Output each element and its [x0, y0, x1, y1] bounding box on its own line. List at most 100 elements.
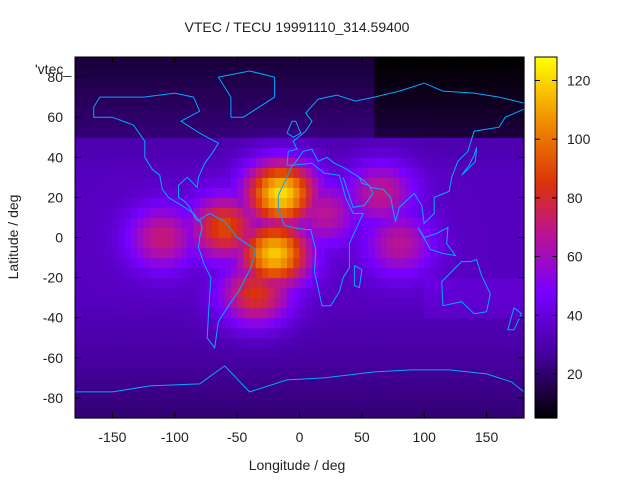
heatmap-cell — [249, 187, 257, 198]
heatmap-cell — [262, 227, 269, 239]
heatmap-cell — [162, 247, 170, 259]
heatmap-cell — [237, 277, 244, 289]
heatmap-cell — [287, 367, 294, 379]
heatmap-cell — [249, 397, 257, 409]
heatmap-cell — [118, 107, 126, 118]
heatmap-cell — [112, 337, 120, 349]
heatmap-cell — [486, 67, 494, 78]
heatmap-cell — [249, 317, 257, 329]
heatmap-cell — [280, 307, 288, 319]
heatmap-cell — [499, 57, 506, 68]
heatmap-cell — [168, 247, 176, 259]
heatmap-cell — [417, 77, 425, 88]
heatmap-cell — [424, 197, 432, 209]
heatmap-cell — [143, 327, 151, 339]
heatmap-cell — [361, 147, 369, 158]
heatmap-cell — [93, 287, 101, 299]
heatmap-cell — [212, 187, 220, 198]
heatmap-cell — [212, 167, 220, 178]
heatmap-cell — [262, 207, 269, 219]
heatmap-cell — [293, 87, 301, 98]
heatmap-cell — [411, 317, 419, 329]
heatmap-cell — [305, 267, 313, 279]
heatmap-cell — [393, 247, 400, 259]
heatmap-cell — [311, 127, 319, 138]
heatmap-cell — [411, 297, 419, 309]
heatmap-cell — [106, 307, 114, 319]
heatmap-cell — [330, 287, 338, 299]
heatmap-cell — [81, 57, 89, 68]
heatmap-cell — [149, 387, 157, 399]
heatmap-cell — [237, 97, 244, 108]
heatmap-cell — [368, 107, 375, 118]
heatmap-cell — [399, 257, 407, 269]
colorbar-cell — [535, 192, 557, 196]
heatmap-cell — [492, 177, 500, 188]
heatmap-cell — [137, 397, 145, 409]
heatmap-cell — [187, 347, 195, 359]
heatmap-cell — [417, 87, 425, 98]
heatmap-cell — [399, 117, 407, 128]
heatmap-cell — [287, 327, 294, 339]
heatmap-cell — [368, 87, 375, 98]
heatmap-cell — [492, 277, 500, 289]
heatmap-cell — [81, 347, 89, 359]
heatmap-cell — [118, 97, 126, 108]
heatmap-cell — [99, 307, 107, 319]
heatmap-cell — [492, 257, 500, 269]
heatmap-cell — [230, 57, 238, 68]
heatmap-cell — [305, 57, 313, 68]
heatmap-cell — [442, 407, 450, 419]
heatmap-cell — [143, 107, 151, 118]
heatmap-cell — [430, 307, 438, 319]
heatmap-cell — [474, 77, 481, 88]
heatmap-cell — [305, 217, 313, 229]
heatmap-cell — [218, 287, 226, 299]
heatmap-cell — [517, 177, 525, 188]
heatmap-cell — [311, 227, 319, 239]
heatmap-cell — [137, 157, 145, 168]
heatmap-cell — [131, 77, 138, 88]
heatmap-cell — [393, 147, 400, 158]
heatmap-cell — [355, 67, 363, 78]
heatmap-cell — [81, 77, 89, 88]
colorbar-cell — [535, 279, 557, 284]
heatmap-cell — [505, 197, 513, 209]
heatmap-cell — [324, 307, 332, 319]
heatmap-cell — [205, 267, 213, 279]
heatmap-cell — [280, 337, 288, 349]
heatmap-cell — [374, 217, 382, 229]
heatmap-cell — [99, 237, 107, 249]
heatmap-cell — [193, 297, 201, 309]
heatmap-cell — [411, 397, 419, 409]
heatmap-cell — [293, 307, 301, 319]
heatmap-cell — [205, 387, 213, 399]
heatmap-cell — [480, 137, 488, 148]
heatmap-cell — [393, 87, 400, 98]
heatmap-cell — [424, 367, 432, 379]
heatmap-cell — [311, 267, 319, 279]
heatmap-cell — [467, 207, 475, 219]
heatmap-cell — [280, 187, 288, 198]
heatmap-cell — [436, 397, 444, 409]
heatmap-cell — [424, 277, 432, 289]
heatmap-cell — [393, 267, 400, 279]
heatmap-cell — [199, 337, 207, 349]
heatmap-cell — [255, 357, 263, 369]
heatmap-cell — [436, 87, 444, 98]
heatmap-cell — [143, 77, 151, 88]
heatmap-cell — [299, 107, 307, 118]
heatmap-cell — [287, 377, 294, 389]
heatmap-cell — [205, 147, 213, 158]
heatmap-cell — [249, 157, 257, 168]
heatmap-cell — [336, 377, 344, 389]
heatmap-cell — [112, 57, 120, 68]
heatmap-cell — [424, 207, 432, 219]
heatmap-cell — [118, 407, 126, 419]
heatmap-cell — [218, 87, 226, 98]
heatmap-cell — [511, 327, 519, 339]
heatmap-cell — [399, 387, 407, 399]
heatmap-cell — [417, 107, 425, 118]
heatmap-cell — [324, 257, 332, 269]
heatmap-cell — [193, 317, 201, 329]
